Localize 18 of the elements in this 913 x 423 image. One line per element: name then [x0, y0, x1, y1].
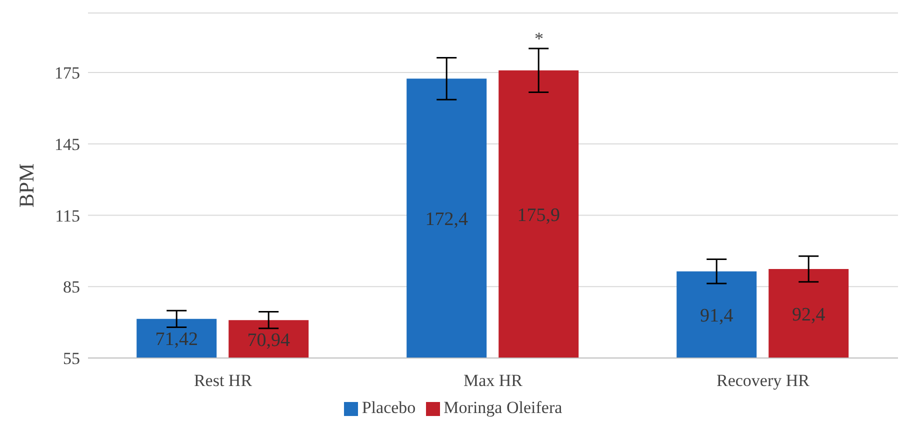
x-tick-label: Max HR: [463, 371, 524, 390]
y-tick-label: 115: [55, 206, 80, 226]
data-label: 70,94: [247, 330, 290, 351]
y-tick-label: 85: [63, 278, 80, 297]
x-tick-label: Recovery HR: [716, 371, 810, 390]
data-label: 175,9: [517, 204, 560, 226]
y-tick-label: 55: [63, 349, 80, 368]
y-tick-label: 175: [54, 64, 80, 83]
legend-label: Placebo: [362, 398, 416, 417]
data-label: 71,42: [155, 329, 198, 350]
data-label: 172,4: [425, 209, 468, 230]
data-label: 91,4: [700, 305, 734, 326]
annotation: *: [534, 28, 544, 48]
y-tick-label: 145: [54, 134, 80, 154]
y-axis-title: BPM: [14, 162, 38, 208]
data-label: 92,4: [792, 304, 826, 326]
legend-label: Moringa Oleifera: [444, 398, 562, 417]
x-tick-label: Rest HR: [194, 371, 253, 390]
